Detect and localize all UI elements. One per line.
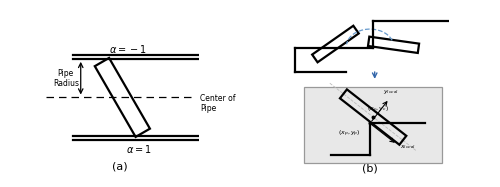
Text: Center of
Pipe: Center of Pipe — [200, 94, 235, 113]
Text: (a): (a) — [112, 162, 128, 171]
Bar — [304, 87, 442, 163]
Text: Pipe
Radius: Pipe Radius — [53, 69, 79, 88]
Text: $(x_c, y_c)$: $(x_c, y_c)$ — [367, 104, 389, 113]
Text: $x_{local}$: $x_{local}$ — [400, 143, 415, 151]
Text: $(x_p, y_p)$: $(x_p, y_p)$ — [338, 128, 361, 139]
Text: $\alpha = 1$: $\alpha = 1$ — [126, 143, 152, 155]
Text: (b): (b) — [362, 164, 378, 174]
Text: $y_{local}$: $y_{local}$ — [384, 88, 400, 96]
Text: $\alpha = -1$: $\alpha = -1$ — [109, 43, 146, 55]
